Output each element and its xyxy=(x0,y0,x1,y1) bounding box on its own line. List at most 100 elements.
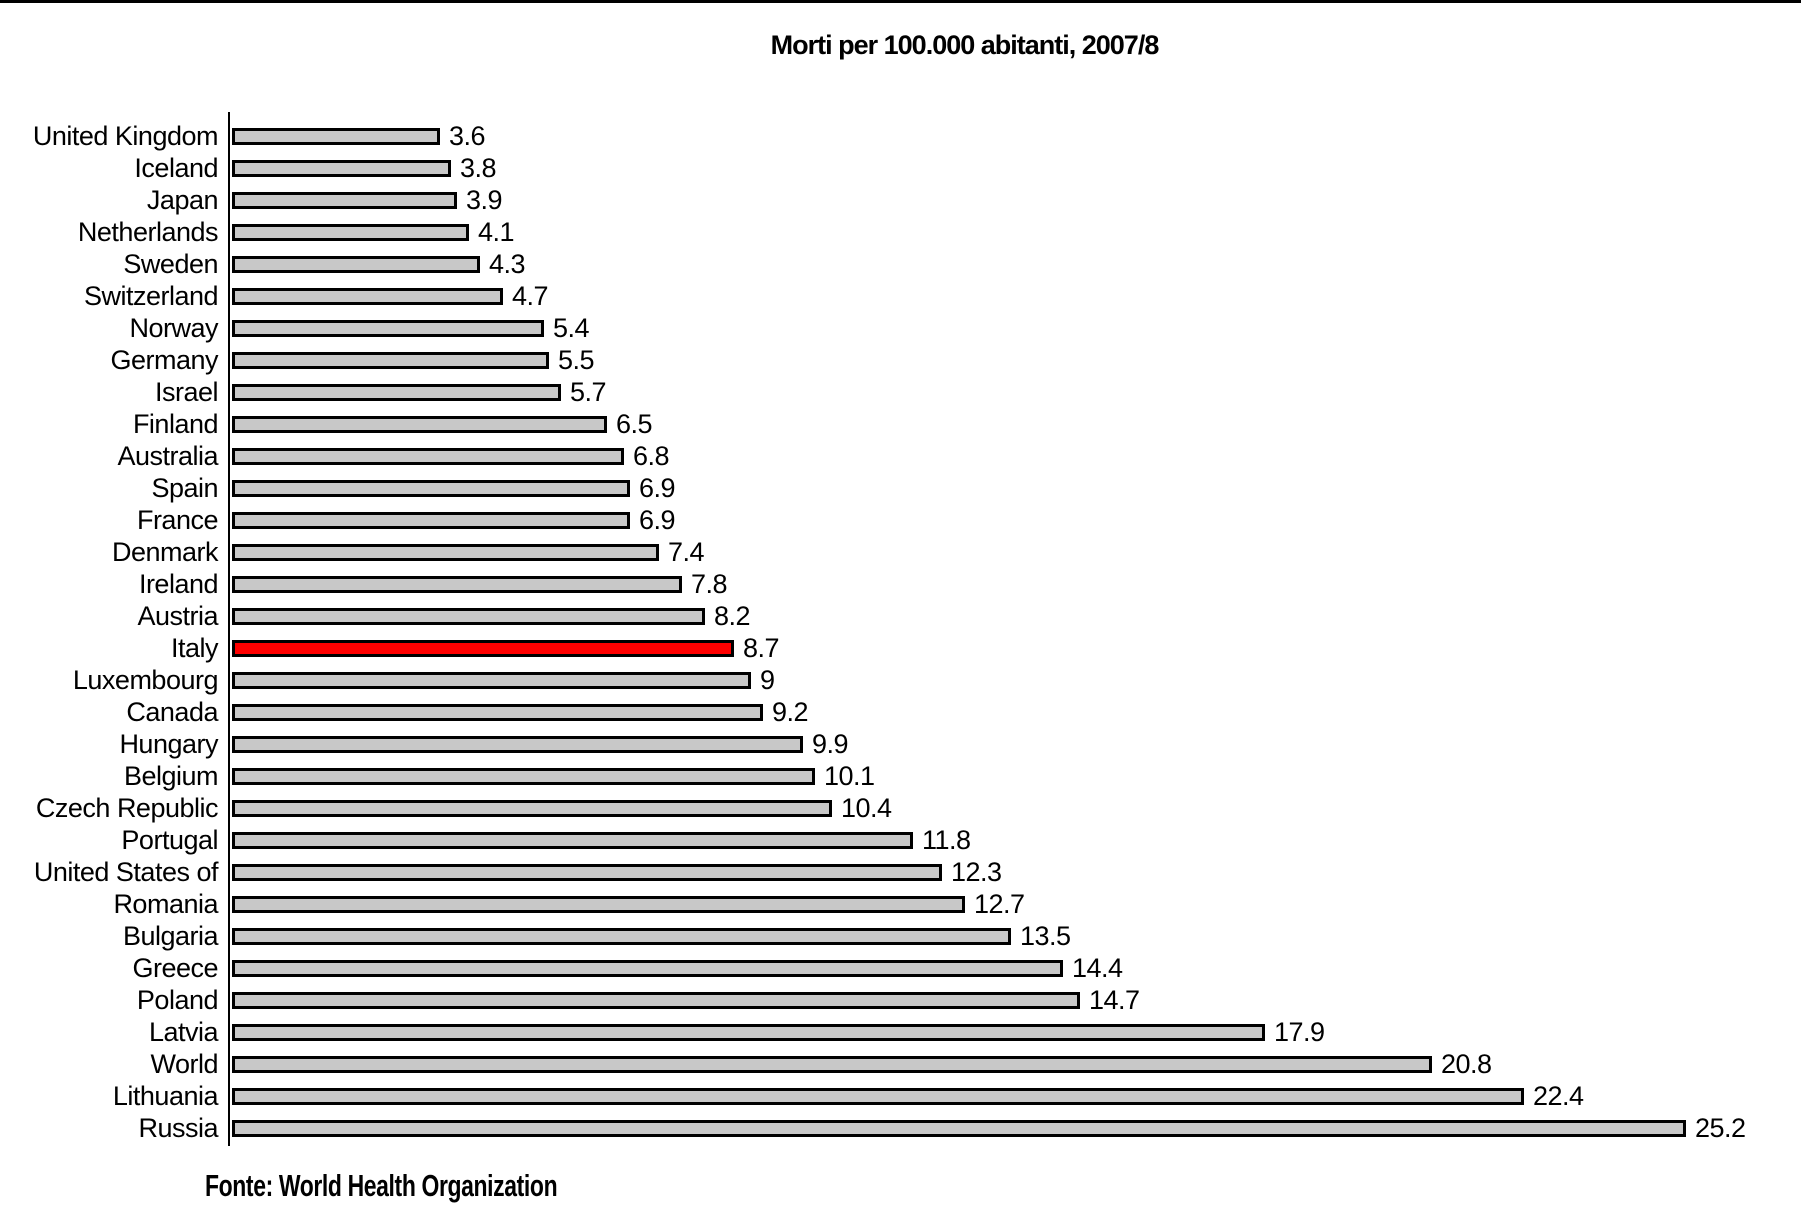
category-label: Canada xyxy=(126,696,218,727)
category-label: Ireland xyxy=(138,568,219,599)
value-label: 3.6 xyxy=(449,120,486,151)
bar xyxy=(232,991,1080,1009)
bar-cell: 25.2 xyxy=(230,1112,1801,1144)
bar-cell: 7.4 xyxy=(230,536,1801,568)
chart-row: Belgium 10.1 xyxy=(0,760,1801,792)
value-label: 6.5 xyxy=(616,408,653,439)
category-label: United Kingdom xyxy=(32,120,219,151)
chart-row: Latvia 17.9 xyxy=(0,1016,1801,1048)
bar-cell: 5.4 xyxy=(230,312,1801,344)
value-label: 10.4 xyxy=(841,792,892,823)
bar-cell: 7.8 xyxy=(230,568,1801,600)
value-label: 7.8 xyxy=(691,568,728,599)
value-label: 4.7 xyxy=(512,280,549,311)
chart-row: Spain 6.9 xyxy=(0,472,1801,504)
value-label: 8.7 xyxy=(743,632,780,663)
category-label: Poland xyxy=(136,984,219,1015)
chart-row: Romania 12.7 xyxy=(0,888,1801,920)
chart-row: Norway 5.4 xyxy=(0,312,1801,344)
chart-row: Hungary 9.9 xyxy=(0,728,1801,760)
bar xyxy=(232,703,763,721)
bar xyxy=(232,735,803,753)
category-label: Czech Republic xyxy=(35,792,219,823)
value-label: 25.2 xyxy=(1695,1112,1746,1143)
category-label: Romania xyxy=(113,888,218,919)
category-label: Norway xyxy=(129,312,218,343)
category-label: Bulgaria xyxy=(122,920,219,951)
value-label: 7.4 xyxy=(668,536,705,567)
chart-row: Bulgaria 13.5 xyxy=(0,920,1801,952)
value-label: 5.4 xyxy=(553,312,590,343)
bar-cell: 6.9 xyxy=(230,504,1801,536)
value-label: 14.7 xyxy=(1089,984,1140,1015)
value-label: 20.8 xyxy=(1441,1048,1492,1079)
chart-rows: United Kingdom 3.6 Iceland 3.8 Japan 3.9 Nethe… xyxy=(0,120,1801,1144)
source-note: Fonte: World Health Organization xyxy=(205,1168,558,1203)
category-label: Germany xyxy=(110,344,218,375)
bar xyxy=(232,1119,1686,1137)
chart-row: France 6.9 xyxy=(0,504,1801,536)
category-label: Iceland xyxy=(134,152,218,183)
value-label: 9.9 xyxy=(812,728,849,759)
bar-cell: 9.2 xyxy=(230,696,1801,728)
bar-cell: 4.1 xyxy=(230,216,1801,248)
chart-row: Australia 6.8 xyxy=(0,440,1801,472)
bar xyxy=(232,1023,1265,1041)
category-label: Netherlands xyxy=(77,216,219,247)
category-label: Belgium xyxy=(123,760,219,791)
value-label: 12.7 xyxy=(974,888,1025,919)
chart-row: Finland 6.5 xyxy=(0,408,1801,440)
chart-row: Israel 5.7 xyxy=(0,376,1801,408)
bar xyxy=(232,351,549,369)
value-label: 5.5 xyxy=(558,344,595,375)
bar xyxy=(232,287,503,305)
category-label: Russia xyxy=(138,1112,218,1143)
chart-row: Luxembourg 9 xyxy=(0,664,1801,696)
value-label: 6.9 xyxy=(639,472,676,503)
bar-cell: 4.3 xyxy=(230,248,1801,280)
bar xyxy=(232,895,965,913)
category-label: Australia xyxy=(117,440,218,471)
bar-highlighted xyxy=(232,639,734,657)
bar xyxy=(232,479,630,497)
category-label: Portugal xyxy=(121,824,218,855)
bar-cell: 22.4 xyxy=(230,1080,1801,1112)
category-label: Switzerland xyxy=(83,280,219,311)
bar-cell: 14.7 xyxy=(230,984,1801,1016)
value-label: 4.1 xyxy=(478,216,515,247)
category-label: World xyxy=(150,1048,218,1079)
top-border-rule xyxy=(0,0,1801,3)
chart-row: Austria 8.2 xyxy=(0,600,1801,632)
chart-row: Portugal 11.8 xyxy=(0,824,1801,856)
bar xyxy=(232,415,607,433)
chart-row: Russia 25.2 xyxy=(0,1112,1801,1144)
category-label: Latvia xyxy=(148,1016,219,1047)
category-label: Greece xyxy=(132,952,218,983)
chart-row: Netherlands 4.1 xyxy=(0,216,1801,248)
value-label: 22.4 xyxy=(1533,1080,1584,1111)
bar xyxy=(232,1087,1524,1105)
chart-row: Italy 8.7 xyxy=(0,632,1801,664)
y-axis-line xyxy=(228,112,230,1146)
bar-cell: 6.5 xyxy=(230,408,1801,440)
value-label: 9.2 xyxy=(772,696,809,727)
chart-row: World 20.8 xyxy=(0,1048,1801,1080)
value-label: 10.1 xyxy=(824,760,875,791)
chart-row: Iceland 3.8 xyxy=(0,152,1801,184)
bar xyxy=(232,575,682,593)
bar xyxy=(232,959,1063,977)
bar-cell: 6.9 xyxy=(230,472,1801,504)
bar-cell: 12.3 xyxy=(230,856,1801,888)
value-label: 17.9 xyxy=(1274,1016,1325,1047)
value-label: 5.7 xyxy=(570,376,607,407)
bar-cell: 6.8 xyxy=(230,440,1801,472)
category-label: Luxembourg xyxy=(72,664,219,695)
category-label: France xyxy=(136,504,219,535)
chart-row: Denmark 7.4 xyxy=(0,536,1801,568)
value-label: 11.8 xyxy=(922,824,971,855)
chart-row: Lithuania 22.4 xyxy=(0,1080,1801,1112)
category-label: Spain xyxy=(151,472,218,503)
bar xyxy=(232,223,469,241)
value-label: 3.9 xyxy=(466,184,503,215)
